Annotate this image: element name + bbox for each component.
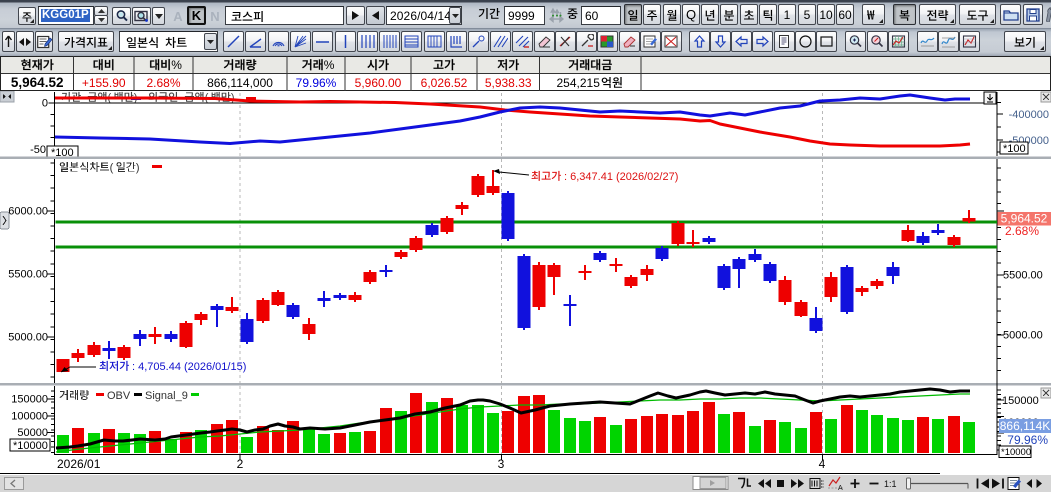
svg-text:5000.00: 5000.00 [8, 332, 48, 344]
svg-text:4: 4 [819, 457, 826, 471]
svg-text:5500.00: 5500.00 [1003, 270, 1043, 282]
svg-text:100000: 100000 [11, 411, 48, 423]
svg-text:*100: *100 [51, 147, 74, 159]
svg-text:(: ( [110, 162, 114, 174]
svg-text:): ) [136, 162, 140, 174]
svg-text:150000: 150000 [1002, 395, 1039, 407]
svg-text:2026/01: 2026/01 [57, 457, 101, 471]
svg-text:%: % [171, 58, 182, 72]
svg-text:866,114,000: 866,114,000 [207, 76, 273, 90]
svg-text:5,960.00: 5,960.00 [355, 76, 402, 90]
svg-text:866,114K: 866,114K [1000, 419, 1051, 433]
svg-text:5,964.52: 5,964.52 [1001, 212, 1048, 226]
svg-text:5,964.52: 5,964.52 [11, 75, 64, 90]
svg-text:6000.00: 6000.00 [8, 206, 48, 218]
svg-text:254,215: 254,215 [557, 76, 601, 90]
svg-text:: 4,705.44 (2026/01/15): : 4,705.44 (2026/01/15) [132, 361, 246, 373]
svg-text:3: 3 [498, 457, 505, 471]
svg-text:0: 0 [42, 98, 48, 110]
svg-text:2.68%: 2.68% [1005, 224, 1039, 238]
svg-text:2: 2 [237, 457, 244, 471]
svg-text:Signal_9: Signal_9 [145, 390, 188, 402]
svg-text:-400000: -400000 [1009, 109, 1049, 121]
svg-text:: 6,347.41 (2026/02/27): : 6,347.41 (2026/02/27) [564, 171, 678, 183]
svg-text:%: % [324, 58, 335, 72]
svg-text:79.96%: 79.96% [296, 76, 337, 90]
svg-text:50000: 50000 [17, 427, 48, 439]
svg-text:5,938.33: 5,938.33 [485, 76, 532, 90]
svg-text:6,026.52: 6,026.52 [421, 76, 468, 90]
svg-text:5500.00: 5500.00 [8, 269, 48, 281]
svg-text:*10000: *10000 [1001, 447, 1031, 458]
svg-text:-50: -50 [30, 144, 46, 156]
svg-text:+155.90: +155.90 [82, 76, 126, 90]
svg-text:150000: 150000 [11, 394, 48, 406]
svg-text:2.68%: 2.68% [146, 76, 180, 90]
svg-text:A: A [838, 485, 843, 492]
svg-text:*100: *100 [1003, 143, 1026, 155]
svg-text:OBV: OBV [107, 390, 131, 402]
svg-text:): ) [231, 92, 235, 104]
svg-text:79.96%: 79.96% [1007, 433, 1048, 447]
svg-text:5000.00: 5000.00 [1003, 330, 1043, 342]
svg-text:*10000: *10000 [13, 440, 48, 452]
svg-text:1:1: 1:1 [884, 479, 897, 489]
